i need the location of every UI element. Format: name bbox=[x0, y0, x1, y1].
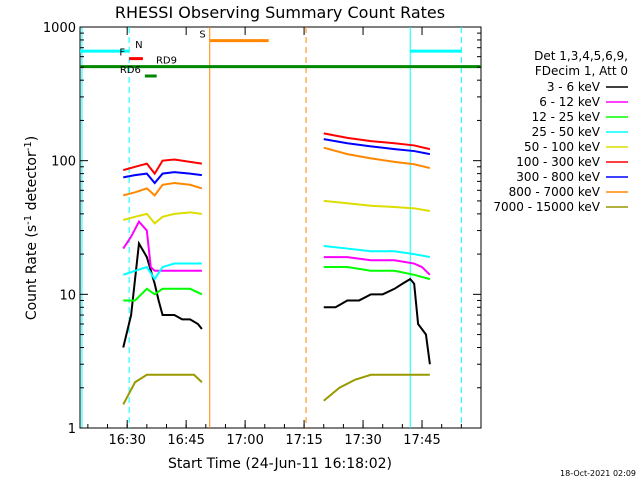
x-tick-label: 17:15 bbox=[285, 433, 322, 448]
series-line bbox=[323, 256, 431, 276]
series-line bbox=[323, 132, 431, 151]
x-tick-label: 16:30 bbox=[108, 433, 145, 448]
x-axis-label: Start Time (24-Jun-11 16:18:02) bbox=[168, 456, 392, 472]
series-line bbox=[323, 244, 431, 259]
series-line bbox=[323, 146, 431, 170]
series-line bbox=[123, 287, 203, 302]
legend-header: FDecim 1, Att 0 bbox=[535, 64, 628, 78]
flag-label-rd6: RD6 bbox=[120, 65, 141, 76]
legend-label: 3 - 6 keV bbox=[547, 80, 601, 94]
series-line bbox=[323, 138, 431, 156]
series-line bbox=[122, 182, 203, 197]
series-line bbox=[323, 277, 431, 365]
flag-label-n: N bbox=[135, 40, 142, 51]
y-axis-label-part: detector bbox=[24, 151, 40, 215]
y-tick-label: 10 bbox=[59, 288, 76, 303]
series-line bbox=[122, 262, 202, 281]
y-axis-label-part: ) bbox=[24, 136, 40, 141]
flag-label-rd9: RD9 bbox=[156, 56, 177, 67]
legend-label: 50 - 100 keV bbox=[524, 140, 601, 154]
plot-frame bbox=[79, 26, 482, 429]
y-axis-label-part: -1 bbox=[23, 215, 34, 225]
legend-label: 7000 - 15000 keV bbox=[493, 200, 600, 214]
x-tick-label: 16:45 bbox=[167, 433, 204, 448]
legend-label: 300 - 800 keV bbox=[516, 170, 600, 184]
series-lines bbox=[122, 132, 431, 405]
y-tick-label: 1 bbox=[68, 422, 76, 437]
x-tick-label: 17:00 bbox=[226, 433, 263, 448]
chart-title: RHESSI Observing Summary Count Rates bbox=[115, 3, 445, 22]
vertical-markers bbox=[81, 27, 462, 428]
y-axis-label-group: Count Rate (s-1 detector-1) bbox=[23, 136, 41, 320]
y-axis-label: Count Rate (s-1 detector-1) bbox=[23, 136, 41, 320]
series-line bbox=[123, 171, 202, 185]
y-tick-label: 1000 bbox=[43, 21, 76, 36]
legend-label: 100 - 300 keV bbox=[516, 155, 600, 169]
series-line bbox=[122, 373, 203, 405]
legend-label: 25 - 50 keV bbox=[532, 125, 601, 139]
x-tick-label: 17:30 bbox=[344, 433, 381, 448]
attenuator-flags: NF S RD9 RD6 bbox=[80, 30, 481, 78]
legend-label: 6 - 12 keV bbox=[539, 95, 601, 109]
series-line bbox=[323, 373, 430, 402]
y-axis-label-part: Count Rate (s bbox=[24, 225, 40, 320]
series-line bbox=[122, 211, 202, 225]
legend-header: Det 1,3,4,5,6,9, bbox=[534, 49, 628, 63]
footer-timestamp: 18-Oct-2021 02:09 bbox=[560, 469, 636, 478]
y-tick-label: 100 bbox=[51, 155, 76, 170]
legend-label: 12 - 25 keV bbox=[532, 110, 601, 124]
x-tick-label: 17:45 bbox=[403, 433, 440, 448]
legend: Det 1,3,4,5,6,9,FDecim 1, Att 0 3 - 6 keV… bbox=[493, 49, 628, 214]
flag-label-s: S bbox=[199, 30, 205, 41]
series-line bbox=[323, 199, 431, 213]
series-line bbox=[122, 158, 203, 176]
y-axis-label-part: -1 bbox=[23, 141, 34, 151]
series-line bbox=[122, 219, 202, 272]
legend-label: 800 - 7000 keV bbox=[509, 185, 601, 199]
flag-label-f: F bbox=[119, 48, 125, 59]
series-line bbox=[323, 266, 431, 281]
series-line bbox=[122, 240, 203, 348]
axes: 16:30 16:45 17:00 17:15 17:30 17:45 1 10 100 1000 bbox=[43, 21, 482, 448]
